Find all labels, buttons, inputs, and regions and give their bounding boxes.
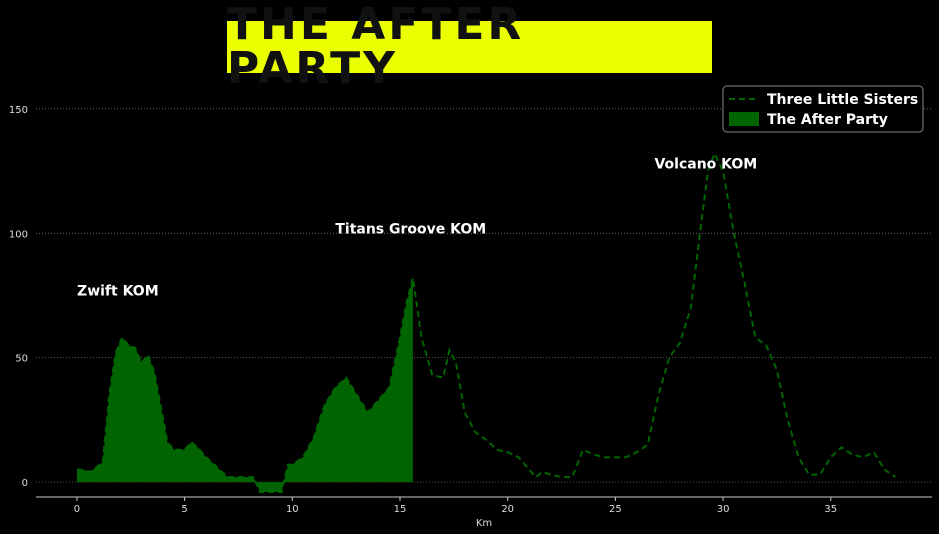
tick-labels: 0 50 100 150 0 5 10 15 20 25 30 35 [9, 105, 837, 515]
x-tick-label-35: 35 [824, 504, 837, 515]
grid-lines [36, 108, 932, 483]
legend-label-three-little-sisters: Three Little Sisters [767, 92, 918, 108]
series-area-the-after-party [76, 278, 413, 493]
series [76, 151, 896, 494]
legend-swatch-the-after-party [729, 112, 759, 126]
annotation-zwift-kom: Zwift KOM [77, 283, 159, 299]
series-line-three-little-sisters [76, 151, 896, 494]
annotations: Zwift KOM Titans Groove KOM Volcano KOM [77, 157, 757, 300]
legend: Three Little Sisters The After Party [722, 85, 924, 133]
x-tick-label-30: 30 [717, 504, 730, 515]
x-tick-label-20: 20 [501, 504, 514, 515]
x-tick-label-10: 10 [286, 504, 299, 515]
legend-label-the-after-party: The After Party [767, 112, 888, 128]
chart-title: THE AFTER PARTY [227, 0, 525, 94]
x-tick-label-5: 5 [181, 504, 187, 515]
y-tick-label-50: 50 [15, 354, 28, 365]
y-tick-label-150: 150 [9, 105, 28, 116]
annotation-volcano-kom: Volcano KOM [654, 157, 757, 173]
x-tick-label-15: 15 [394, 504, 407, 515]
y-tick-label-100: 100 [9, 229, 28, 240]
x-tick-label-0: 0 [74, 504, 80, 515]
x-axis-label: Km [476, 518, 492, 529]
chart-title-box: THE AFTER PARTY [227, 3, 712, 91]
x-tick-label-25: 25 [609, 504, 622, 515]
legend-box [722, 85, 924, 133]
y-tick-label-0: 0 [22, 478, 28, 489]
annotation-titans-groove-kom: Titans Groove KOM [335, 221, 486, 237]
